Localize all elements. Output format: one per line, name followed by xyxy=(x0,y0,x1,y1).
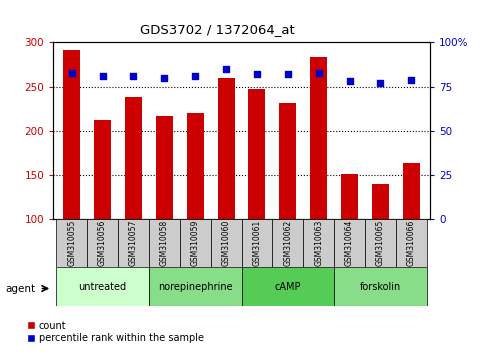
Point xyxy=(346,79,354,84)
Point xyxy=(377,80,384,86)
Text: GSM310065: GSM310065 xyxy=(376,219,385,266)
Bar xyxy=(242,219,272,267)
Bar xyxy=(334,219,365,267)
Text: untreated: untreated xyxy=(78,282,127,292)
Text: GSM310057: GSM310057 xyxy=(129,219,138,266)
Point xyxy=(160,75,168,81)
Text: GSM310061: GSM310061 xyxy=(253,219,261,266)
Bar xyxy=(403,163,420,219)
Text: GDS3702 / 1372064_at: GDS3702 / 1372064_at xyxy=(140,23,295,36)
Bar xyxy=(125,97,142,219)
Text: GSM310058: GSM310058 xyxy=(160,219,169,266)
Point xyxy=(284,72,292,77)
Point xyxy=(315,70,323,75)
Point xyxy=(253,72,261,77)
Bar xyxy=(248,88,266,219)
Point xyxy=(129,73,137,79)
Bar xyxy=(372,184,389,219)
Bar xyxy=(63,50,80,219)
Point xyxy=(99,73,106,79)
Text: GSM310066: GSM310066 xyxy=(407,219,416,266)
Bar xyxy=(217,78,235,219)
Point xyxy=(408,77,415,82)
Bar xyxy=(187,113,204,219)
Text: agent: agent xyxy=(6,284,36,293)
Bar xyxy=(149,267,242,306)
Bar xyxy=(365,219,396,267)
Bar xyxy=(279,103,296,219)
Bar xyxy=(211,219,242,267)
Point xyxy=(68,70,75,75)
Bar xyxy=(87,219,118,267)
Text: GSM310056: GSM310056 xyxy=(98,219,107,266)
Bar xyxy=(156,116,173,219)
Text: forskolin: forskolin xyxy=(360,282,401,292)
Text: GSM310060: GSM310060 xyxy=(222,219,230,266)
Text: GSM310062: GSM310062 xyxy=(284,219,292,266)
Text: GSM310059: GSM310059 xyxy=(191,219,199,266)
Text: cAMP: cAMP xyxy=(274,282,301,292)
Bar xyxy=(310,57,327,219)
Bar xyxy=(56,267,149,306)
Text: GSM310055: GSM310055 xyxy=(67,219,76,266)
Legend: count, percentile rank within the sample: count, percentile rank within the sample xyxy=(24,317,208,347)
Bar xyxy=(303,219,334,267)
Text: GSM310063: GSM310063 xyxy=(314,219,323,266)
Point xyxy=(222,66,230,72)
Text: norepinephrine: norepinephrine xyxy=(158,282,232,292)
Bar xyxy=(149,219,180,267)
Bar xyxy=(396,219,427,267)
Bar xyxy=(334,267,427,306)
Point xyxy=(191,73,199,79)
Bar xyxy=(242,267,334,306)
Text: GSM310064: GSM310064 xyxy=(345,219,354,266)
Bar xyxy=(94,120,111,219)
Bar xyxy=(180,219,211,267)
Bar xyxy=(272,219,303,267)
Bar xyxy=(341,175,358,219)
Bar xyxy=(56,219,87,267)
Bar xyxy=(118,219,149,267)
